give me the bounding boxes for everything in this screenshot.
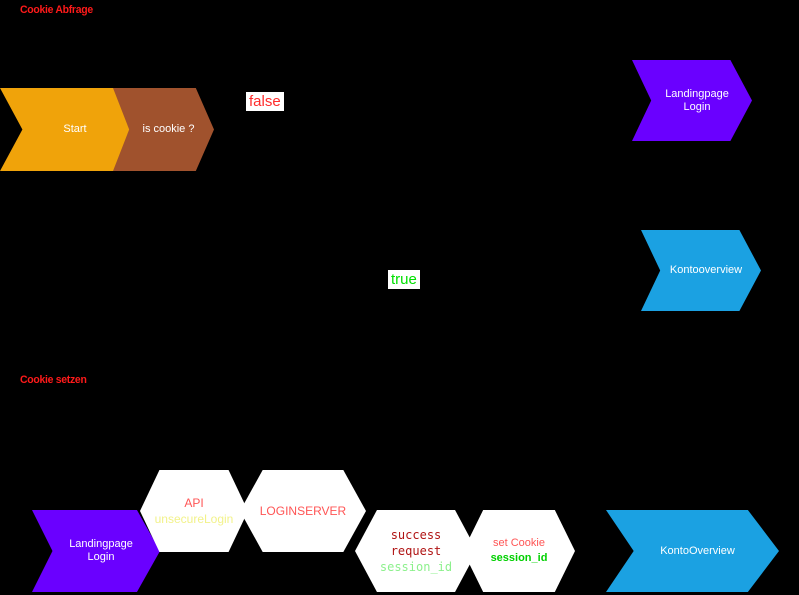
- node-landingpage-login-bottom-label: Landingpage Login: [59, 538, 133, 564]
- edge-label-true: true: [388, 270, 420, 289]
- node-is-cookie[interactable]: is cookie ?: [113, 88, 214, 171]
- node-start[interactable]: Start: [0, 88, 140, 171]
- node-landingpage-login-top[interactable]: Landingpage Login: [632, 60, 752, 141]
- node-landingpage-login-top-line2: Login: [683, 100, 711, 113]
- node-set-cookie-line2: session_id: [490, 552, 548, 564]
- node-kontooverview[interactable]: Kontooverview: [641, 230, 761, 311]
- node-kontooverview-bottom-label: KontoOverview: [660, 544, 735, 557]
- node-start-label: Start: [63, 123, 87, 135]
- node-api-unsecurelogin-line2: unsecureLogin: [154, 512, 234, 526]
- node-set-cookie[interactable]: set Cookie session_id: [463, 510, 575, 592]
- node-api-unsecurelogin-line1: API: [184, 496, 204, 510]
- node-kontooverview-label: Kontooverview: [669, 264, 743, 276]
- section-title-cookie-abfrage: Cookie Abfrage: [20, 4, 93, 16]
- node-api-unsecurelogin-label: API unsecureLogin: [151, 495, 238, 527]
- node-set-cookie-label: set Cookie session_id: [487, 536, 552, 566]
- node-landingpage-login-bottom-line1: Landingpage: [69, 538, 133, 550]
- node-landingpage-login-top-label: Landingpage Login: [655, 88, 729, 114]
- node-is-cookie-label: is cookie ?: [142, 123, 195, 135]
- node-landingpage-login-top-line1: Landingpage: [665, 87, 729, 100]
- node-success-request-line3: session_id: [379, 560, 453, 574]
- node-success-request-label: success request session_id: [376, 527, 456, 575]
- section-title-cookie-setzen: Cookie setzen: [20, 374, 87, 386]
- node-success-request[interactable]: success request session_id: [355, 510, 477, 592]
- node-kontooverview-bottom[interactable]: KontoOverview: [606, 510, 779, 592]
- node-success-request-line1: success: [390, 528, 442, 542]
- edge-label-false: false: [246, 92, 284, 111]
- node-loginserver[interactable]: LOGINSERVER: [240, 470, 366, 552]
- node-loginserver-label: LOGINSERVER: [259, 504, 347, 518]
- node-landingpage-login-bottom-line2: Login: [87, 551, 115, 563]
- node-api-unsecurelogin[interactable]: API unsecureLogin: [140, 470, 248, 552]
- node-landingpage-login-bottom[interactable]: Landingpage Login: [32, 510, 160, 592]
- node-success-request-line2: request: [390, 544, 442, 558]
- node-set-cookie-line1: set Cookie: [493, 537, 545, 549]
